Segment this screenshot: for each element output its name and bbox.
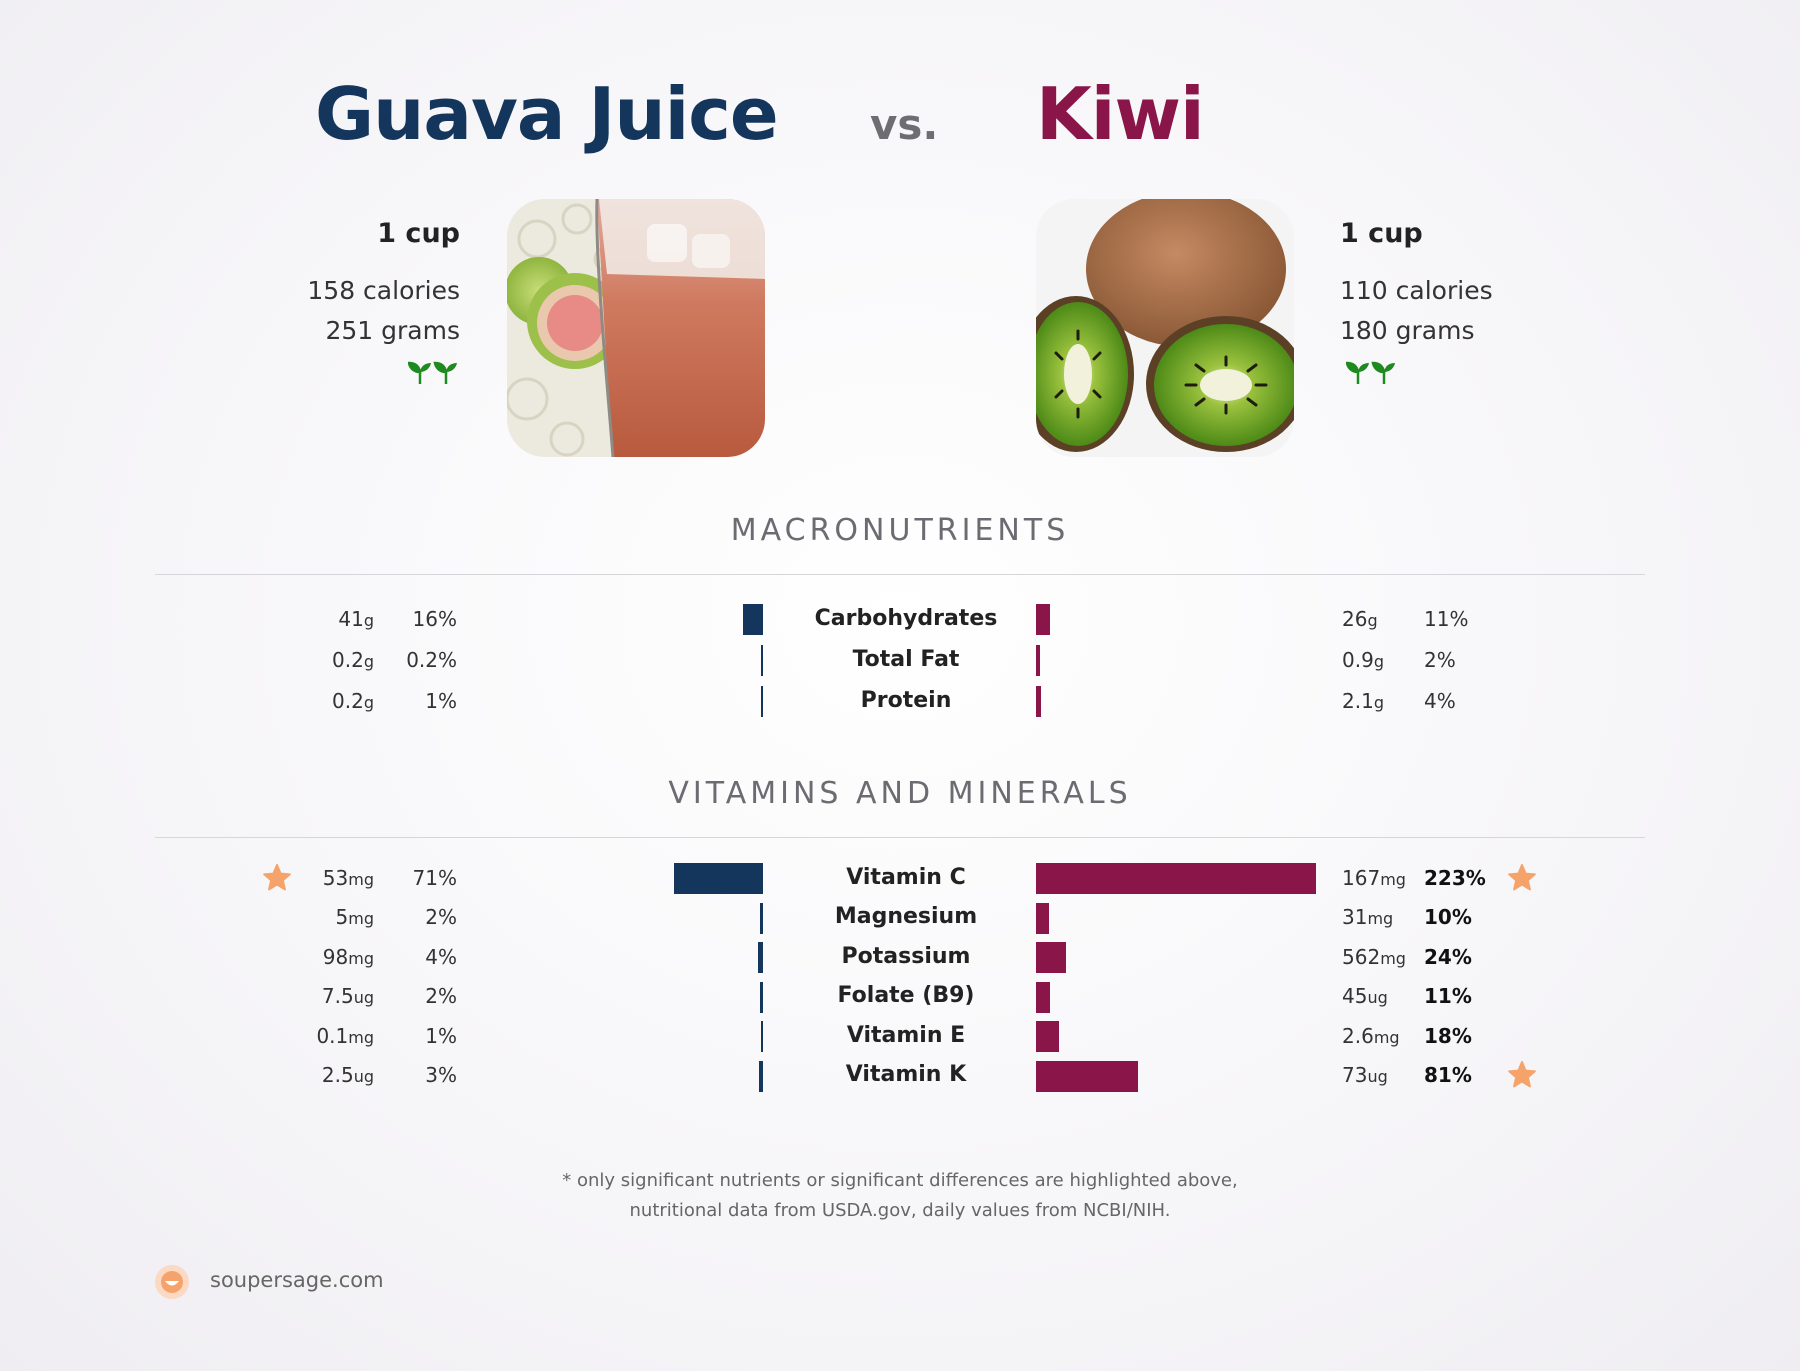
left-star-icon-vitamin-c (262, 863, 292, 893)
left-percent-carbohydrates: 16% (412, 606, 457, 631)
left-amount-vitamin-k: 2.5ug (321, 1063, 374, 1087)
right-amount-vitamin-c: 167mg (1342, 865, 1406, 890)
left-percent-protein: 1% (425, 688, 457, 713)
left-bar-magnesium (760, 902, 763, 934)
left-bar-vitamin-e (761, 1021, 763, 1052)
left-bar-potassium (757, 942, 763, 973)
right-amount-magnesium: 31mg (1342, 905, 1394, 929)
right-weight: 180 grams (1340, 316, 1475, 345)
kiwi-photo (1036, 199, 1294, 457)
left-percent-vitamin-e: 1% (425, 1023, 457, 1048)
left-percent-total-fat: 0.2% (406, 647, 457, 672)
nutrient-name-vitamin-k: Vitamin K (845, 1062, 967, 1087)
left-bar-folate-b9 (760, 981, 763, 1013)
left-percent-potassium: 4% (425, 944, 457, 969)
right-amount-total-fat: 0.9g (1342, 647, 1384, 672)
soupersage-logo-icon (154, 1264, 190, 1305)
nutrient-name-potassium: Potassium (841, 943, 971, 969)
right-percent-vitamin-e: 18% (1424, 1023, 1472, 1048)
right-bar-total-fat (1036, 645, 1040, 676)
right-bar-carbohydrates (1036, 604, 1050, 635)
right-bar-vitamin-e (1036, 1021, 1059, 1052)
right-amount-vitamin-k: 73ug (1342, 1063, 1388, 1087)
right-bar-folate-b9 (1036, 981, 1050, 1013)
left-weight: 251 grams (325, 316, 460, 345)
footnote-line-2: nutritional data from USDA.gov, daily va… (629, 1200, 1171, 1221)
left-percent-folate-b9: 2% (425, 984, 457, 1008)
right-percent-potassium: 24% (1424, 944, 1472, 969)
right-serving: 1 cup (1340, 218, 1423, 249)
right-bar-potassium (1036, 942, 1067, 973)
left-sprout-icon (407, 360, 460, 391)
right-bar-vitamin-c (1036, 863, 1316, 894)
footnote-line-1: * only significant nutrients or signific… (562, 1170, 1238, 1191)
left-amount-protein: 0.2g (332, 688, 374, 713)
right-bar-magnesium (1036, 902, 1049, 934)
right-amount-potassium: 562mg (1342, 944, 1406, 969)
left-amount-vitamin-c: 53mg (322, 865, 374, 890)
left-percent-vitamin-k: 3% (425, 1063, 457, 1087)
right-amount-carbohydrates: 26g (1342, 606, 1378, 631)
right-bar-protein (1036, 686, 1042, 717)
macronutrients-heading: MACRONUTRIENTS (730, 513, 1070, 548)
left-bar-protein (761, 686, 763, 717)
left-calories: 158 calories (307, 276, 460, 305)
left-bar-carbohydrates (742, 604, 763, 635)
left-amount-potassium: 98mg (322, 944, 374, 969)
left-bar-vitamin-k (759, 1060, 763, 1092)
guava-juice-photo (507, 199, 765, 457)
vitamins-divider (155, 837, 1645, 838)
nutrient-name-magnesium: Magnesium (834, 904, 978, 929)
nutrient-name-vitamin-c: Vitamin C (846, 864, 966, 890)
right-percent-magnesium: 10% (1424, 905, 1472, 929)
left-amount-magnesium: 5mg (335, 905, 374, 929)
right-percent-vitamin-k: 81% (1424, 1063, 1472, 1087)
right-percent-total-fat: 2% (1424, 647, 1456, 672)
nutrient-name-folate-b9: Folate (B9) (837, 983, 975, 1008)
left-serving: 1 cup (377, 218, 460, 249)
right-food-title: Kiwi (1036, 72, 1205, 156)
right-amount-vitamin-e: 2.6mg (1342, 1023, 1400, 1048)
right-sprout-icon (1345, 360, 1398, 391)
macronutrients-divider (155, 574, 1645, 575)
nutrient-name-protein: Protein (860, 687, 952, 713)
right-percent-carbohydrates: 11% (1424, 606, 1469, 631)
vitamins-heading: VITAMINS AND MINERALS (668, 776, 1132, 811)
left-amount-vitamin-e: 0.1mg (316, 1023, 374, 1048)
right-percent-protein: 4% (1424, 688, 1456, 713)
left-percent-magnesium: 2% (425, 905, 457, 929)
left-amount-carbohydrates: 41g (338, 606, 374, 631)
nutrient-name-vitamin-e: Vitamin E (846, 1022, 966, 1048)
left-percent-vitamin-c: 71% (412, 865, 457, 890)
right-star-icon-vitamin-k (1507, 1060, 1537, 1090)
left-amount-folate-b9: 7.5ug (321, 984, 374, 1008)
left-bar-vitamin-c (673, 863, 763, 894)
right-bar-vitamin-k (1036, 1060, 1138, 1092)
brand-link[interactable]: soupersage.com (210, 1268, 384, 1292)
right-percent-folate-b9: 11% (1424, 984, 1472, 1008)
left-amount-total-fat: 0.2g (332, 647, 374, 672)
right-star-icon-vitamin-c (1507, 863, 1537, 893)
right-amount-folate-b9: 45ug (1342, 984, 1388, 1008)
right-amount-protein: 2.1g (1342, 688, 1384, 713)
nutrient-name-carbohydrates: Carbohydrates (814, 605, 998, 631)
right-percent-vitamin-c: 223% (1424, 865, 1486, 890)
left-food-title: Guava Juice (315, 72, 779, 156)
left-bar-total-fat (761, 645, 763, 676)
nutrient-name-total-fat: Total Fat (852, 646, 960, 672)
right-calories: 110 calories (1340, 276, 1493, 305)
vs-label: vs. (870, 100, 939, 149)
